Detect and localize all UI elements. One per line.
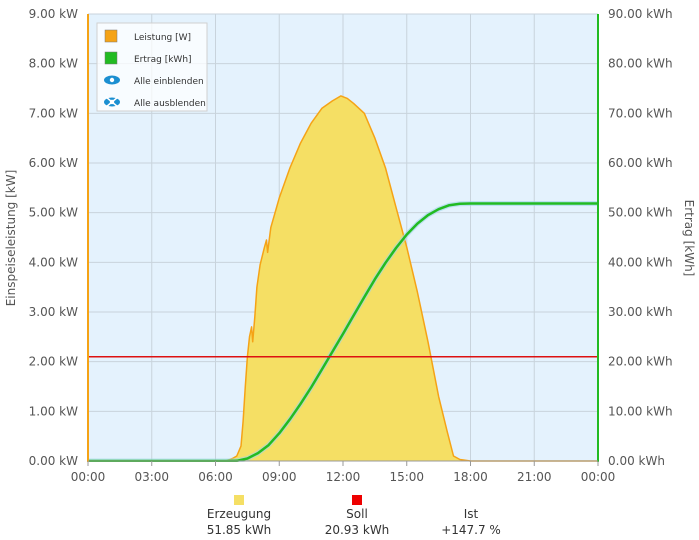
right-tick-label: 0.00 kWh <box>608 454 665 468</box>
left-tick-label: 8.00 kW <box>29 57 78 71</box>
legend-swatch <box>104 29 118 43</box>
left-tick-label: 4.00 kW <box>29 255 78 269</box>
right-tick-label: 60.00 kWh <box>608 156 673 170</box>
summary-actual: Ist +147.7 % <box>411 493 531 538</box>
right-axis-title: Ertrag [kWh] <box>682 200 696 277</box>
target-swatch <box>352 495 362 505</box>
summary-production-value: 51.85 kWh <box>206 523 272 537</box>
actual-swatch <box>466 495 476 505</box>
right-tick-label: 30.00 kWh <box>608 305 673 319</box>
summary-actual-label: Ist <box>463 507 479 521</box>
production-swatch <box>234 495 244 505</box>
legend-label: Leistung [W] <box>134 33 191 43</box>
x-tick-label: 03:00 <box>134 470 169 484</box>
left-tick-label: 3.00 kW <box>29 305 78 319</box>
x-tick-label: 06:00 <box>198 470 233 484</box>
right-tick-label: 80.00 kWh <box>608 57 673 71</box>
x-tick-label: 00:00 <box>71 470 106 484</box>
left-tick-label: 9.00 kW <box>29 7 78 21</box>
left-tick-label: 0.00 kW <box>29 454 78 468</box>
series-line-0 <box>88 95 598 462</box>
legend-label: Alle ausblenden <box>134 99 206 109</box>
legend: Leistung [W] Ertrag [kWh] Alle einblenden A… <box>96 22 208 112</box>
series-layer <box>88 95 598 462</box>
summary-target-value: 20.93 kWh <box>324 523 390 537</box>
left-tick-label: 7.00 kW <box>29 106 78 120</box>
legend-label: Ertrag [kWh] <box>134 55 192 65</box>
x-tick-label: 21:00 <box>517 470 552 484</box>
eye-icon <box>104 75 120 85</box>
left-tick-label: 1.00 kW <box>29 404 78 418</box>
x-tick-label: 09:00 <box>262 470 297 484</box>
summary-target: Soll 20.93 kWh <box>297 493 417 538</box>
right-tick-labels: 0.00 kWh 10.00 kWh 20.00 kWh 30.00 kWh 40.00… <box>608 7 673 468</box>
production-chart: 00:00 03:00 06:00 09:00 12:00 15:00 18:00 21:00… <box>4 7 696 484</box>
left-tick-label: 6.00 kW <box>29 156 78 170</box>
right-tick-label: 10.00 kWh <box>608 404 673 418</box>
x-tick-label: 12:00 <box>326 470 361 484</box>
summary-actual-value: +147.7 % <box>441 523 501 537</box>
right-tick-label: 20.00 kWh <box>608 355 673 369</box>
right-tick-label: 50.00 kWh <box>608 206 673 220</box>
x-tick-label: 18:00 <box>453 470 488 484</box>
summary-production-label: Erzeugung <box>206 507 272 521</box>
right-tick-label: 90.00 kWh <box>608 7 673 21</box>
eye-slash <box>105 96 119 108</box>
left-axis-title: Einspeiseleistung [kW] <box>4 170 18 307</box>
right-tick-label: 40.00 kWh <box>608 255 673 269</box>
legend-label: Alle einblenden <box>134 77 204 87</box>
series-line-1 <box>88 202 598 462</box>
left-tick-label: 5.00 kW <box>29 206 78 220</box>
summary-production: Erzeugung 51.85 kWh <box>179 493 299 538</box>
x-tick-labels: 00:00 03:00 06:00 09:00 12:00 15:00 18:00 21:00… <box>71 461 616 484</box>
eye-crossed-icon <box>104 96 120 108</box>
x-tick-label: 00:00 <box>581 470 616 484</box>
eye-pupil <box>109 77 115 83</box>
series-area-0 <box>88 95 598 462</box>
legend-swatch <box>104 51 118 65</box>
right-tick-label: 70.00 kWh <box>608 106 673 120</box>
left-tick-label: 2.00 kW <box>29 355 78 369</box>
summary-target-label: Soll <box>346 507 368 521</box>
left-tick-labels: 0.00 kW 1.00 kW 2.00 kW 3.00 kW 4.00 kW 5.00 … <box>29 7 78 468</box>
x-tick-label: 15:00 <box>389 470 424 484</box>
